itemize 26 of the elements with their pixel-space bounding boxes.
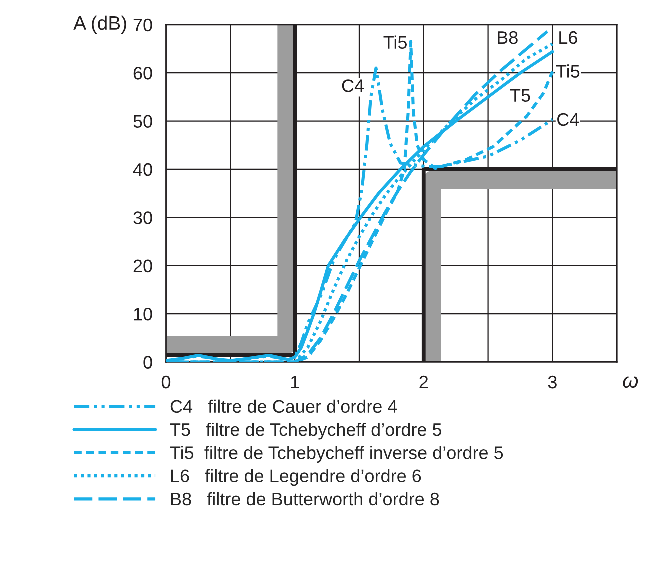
y-tick-label: 30 (134, 212, 152, 224)
annotation: T5 (510, 89, 530, 102)
annotation: L6 (560, 31, 578, 44)
annotation: Ti5 (556, 64, 580, 78)
legend-label: Ti5 filtre de Tchebycheff inverse d’ordre 5 (170, 446, 504, 463)
y-tick-label: 60 (134, 67, 152, 80)
y-tick-label: 70 (134, 18, 152, 32)
annotation: C4 (558, 113, 580, 126)
legend-label: L6 filtre de Legendre d’ordre 6 (171, 469, 422, 486)
x-axis-title: ω (623, 376, 638, 388)
x-tick-label: 1 (291, 376, 300, 389)
annotation: C4 (342, 80, 364, 92)
annotation: B8 (498, 31, 518, 44)
y-axis-title: A (dB) (74, 16, 126, 34)
legend-label: C4 filtre de Cauer d’ordre 4 (170, 400, 398, 414)
y-tick-label: 0 (144, 356, 152, 369)
x-tick-label: 3 (548, 376, 557, 389)
y-tick-label: 50 (134, 115, 152, 128)
x-tick-label: 2 (420, 376, 428, 389)
y-tick-label: 40 (133, 163, 152, 176)
legend-label: B8 filtre de Butterworth d’ordre 8 (171, 492, 440, 506)
annotation: Ti5 (384, 36, 407, 50)
y-tick-label: 10 (134, 308, 152, 321)
x-tick-label: 0 (162, 376, 171, 389)
legend-label: T5 filtre de Tchebycheff d’ordre 5 (170, 422, 442, 440)
y-tick-label: 20 (134, 260, 152, 273)
